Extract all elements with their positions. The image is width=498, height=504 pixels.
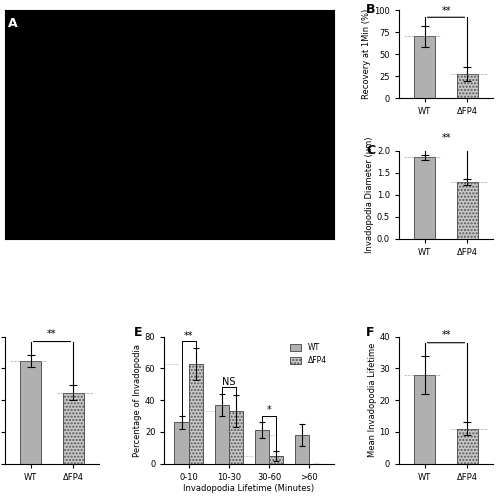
Bar: [457, 181, 478, 239]
Bar: [189, 363, 203, 464]
Text: **: **: [441, 330, 451, 340]
Bar: [269, 456, 283, 464]
Y-axis label: Mean Invadopodia Lifetime: Mean Invadopodia Lifetime: [368, 343, 376, 457]
Legend: WT, ΔFP4: WT, ΔFP4: [287, 340, 330, 368]
Bar: [457, 429, 478, 464]
Text: NS: NS: [222, 376, 236, 387]
Bar: [414, 157, 435, 239]
Text: B: B: [366, 3, 375, 16]
Text: F: F: [366, 327, 374, 340]
Y-axis label: Invadopodia Diameter (μm): Invadopodia Diameter (μm): [365, 137, 374, 253]
Text: C: C: [366, 144, 375, 157]
Bar: [215, 405, 229, 464]
Bar: [457, 74, 478, 98]
Text: A: A: [8, 17, 18, 30]
Y-axis label: Recovery at 1Min (%): Recovery at 1Min (%): [363, 9, 372, 99]
Y-axis label: Percentage of Invadopodia: Percentage of Invadopodia: [133, 344, 142, 457]
Text: **: **: [441, 6, 451, 16]
Bar: [20, 361, 41, 464]
Bar: [414, 36, 435, 98]
Bar: [295, 435, 309, 464]
Bar: [174, 422, 189, 464]
Text: **: **: [441, 133, 451, 143]
Text: *: *: [267, 405, 271, 415]
Text: **: **: [184, 331, 193, 341]
Text: **: **: [47, 329, 57, 339]
Bar: [255, 430, 269, 464]
Text: E: E: [134, 327, 142, 340]
Bar: [63, 393, 84, 464]
X-axis label: Invadopodia Lifetime (Minutes): Invadopodia Lifetime (Minutes): [183, 484, 315, 493]
Bar: [229, 411, 243, 464]
Bar: [414, 375, 435, 464]
